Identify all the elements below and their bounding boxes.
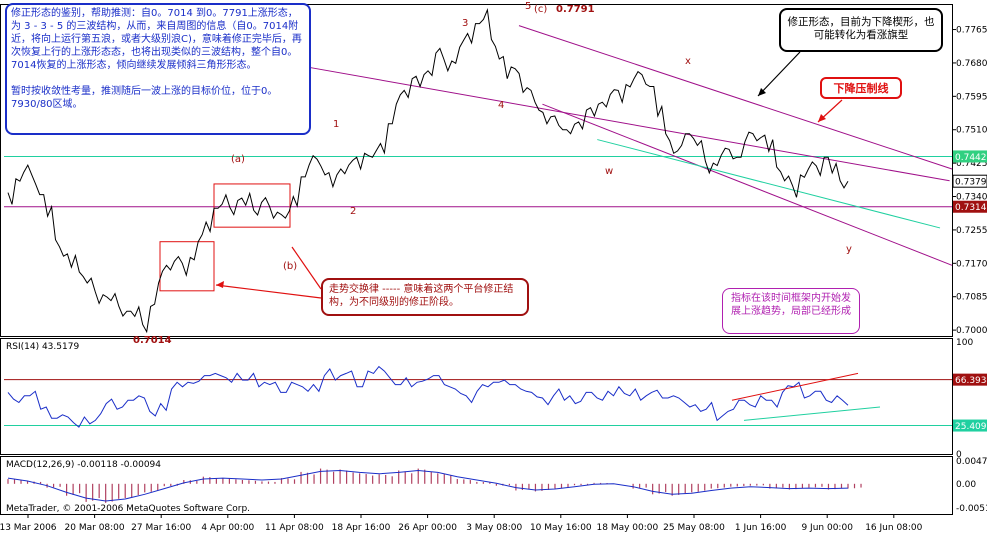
wave-label-y: y	[846, 244, 852, 255]
rsi-trend-green	[743, 406, 881, 421]
rsi-title: RSI(14) 43.5179	[6, 342, 79, 352]
wave-label-0.7791: 0.7791	[556, 4, 595, 15]
x-tick-label: 3 May 08:00	[466, 523, 522, 533]
wave-label-4: 4	[498, 100, 504, 111]
price-y-tick-label: 0.7170	[956, 259, 987, 269]
panel-frame-1	[0, 338, 953, 455]
price-label-box	[953, 150, 987, 163]
channel-upper-left	[283, 62, 950, 182]
support-green-line	[597, 139, 941, 229]
x-tick-label: 16 Jun 08:00	[865, 523, 922, 533]
rsi-y-tick-label: 100	[956, 338, 973, 348]
price-y-tick-label: 0.7510	[956, 126, 987, 136]
x-tick-label: 26 Apr 00:00	[398, 523, 457, 533]
arrowhead-red-label	[818, 114, 826, 122]
price-y-tick-label: 0.7000	[956, 326, 987, 336]
price-label-0.7379: 0.7379	[955, 178, 987, 188]
x-tick-label: 9 Jun 00:00	[801, 523, 853, 533]
wave-label-1: 1	[333, 119, 339, 130]
price-y-tick-label: 0.7425	[956, 159, 987, 169]
rsi-y-tick-label: 0	[956, 450, 962, 460]
macd-y-tick-label: -0.00512	[956, 504, 987, 514]
price-label-box	[952, 174, 987, 188]
arrowhead-small-box	[216, 281, 224, 288]
wave-label-a: (a)	[231, 154, 245, 165]
channel-lower	[542, 103, 953, 266]
price-y-tick-label: 0.7085	[956, 293, 987, 303]
price-line	[7, 8, 849, 334]
x-tick-label: 13 Mar 2006	[0, 523, 57, 533]
macd-y-tick-label: 0.00477	[956, 457, 987, 467]
price-y-tick-label: 0.7765	[956, 26, 987, 36]
price-y-tick-label: 0.7595	[956, 92, 987, 102]
price-y-tick-label: 0.7255	[956, 226, 987, 236]
rsi-level-label: 66.3934	[955, 376, 987, 386]
macd-y-tick-label: 0.00	[956, 480, 976, 490]
wave-label-2: 2	[350, 206, 356, 217]
annotation-downtrend-line-label: 下降压制线	[820, 77, 902, 99]
channel-upper	[518, 25, 953, 170]
annotation-brown-box: 走势交换律 ----- 意味着这两个平台修正结构，为不同级别的修正阶段。	[321, 278, 529, 316]
panel-frame-0	[0, 4, 953, 337]
x-tick-label: 1 Jun 16:00	[735, 523, 787, 533]
price-y-tick-label: 0.7680	[956, 59, 987, 69]
x-tick-label: 18 May 00:00	[597, 523, 659, 533]
arrow-black-note	[757, 51, 801, 97]
annotation-black-box: 修正形态，目前为下降楔形，也可能转化为看涨旗型	[779, 8, 943, 52]
arrow-to-small-box	[215, 284, 322, 299]
x-tick-label: 25 May 08:00	[663, 523, 725, 533]
wave-label-b: (b)	[283, 261, 297, 272]
arrowhead-black-note	[758, 88, 766, 96]
x-tick-label: 18 Apr 16:00	[332, 523, 391, 533]
price-label-0.7314: 0.7314	[955, 203, 987, 213]
copyright-text: MetaTrader, © 2001-2006 MetaQuotes Softw…	[6, 504, 250, 514]
macd-signal-line	[7, 469, 849, 502]
x-tick-label: 20 Mar 08:00	[65, 523, 125, 533]
price-label-box	[953, 200, 987, 213]
annotation-blue-box: 修正形态的鉴别，帮助推测：自0。7014 到0。7791上涨形态，为 3 - 3…	[5, 3, 311, 135]
platform-box-small	[159, 241, 215, 292]
wave-label-w: w	[605, 166, 613, 177]
x-tick-label: 27 Mar 16:00	[131, 523, 191, 533]
macd-title: MACD(12,26,9) -0.00118 -0.00094	[6, 460, 161, 470]
platform-box-large	[213, 183, 291, 228]
x-tick-label: 10 May 16:00	[530, 523, 592, 533]
rsi-level-label: 25.4098	[955, 422, 987, 432]
annotation-magenta-box: 指标在该时间框架内开始发展上涨趋势，局部已经形成	[722, 288, 860, 334]
x-tick-label: 11 Apr 08:00	[265, 523, 324, 533]
wave-label-x: x	[685, 56, 691, 67]
arrow-to-large-box	[291, 246, 322, 290]
wave-label-0.7014: 0.7014	[133, 335, 172, 346]
price-y-tick-label: 0.7340	[956, 193, 987, 203]
price-label-0.7442: 0.7442	[955, 153, 987, 163]
rsi-line	[7, 365, 849, 428]
rsi-level-box	[953, 419, 987, 432]
rsi-level-box	[953, 373, 987, 386]
wave-label-3: 3	[462, 18, 468, 29]
wave-label-5: 5	[525, 1, 531, 12]
x-tick-label: 4 Apr 00:00	[201, 523, 254, 533]
rsi-trend-red	[731, 372, 859, 401]
panel-frame-2	[0, 456, 953, 515]
wave-label-c: (c)	[534, 4, 547, 15]
